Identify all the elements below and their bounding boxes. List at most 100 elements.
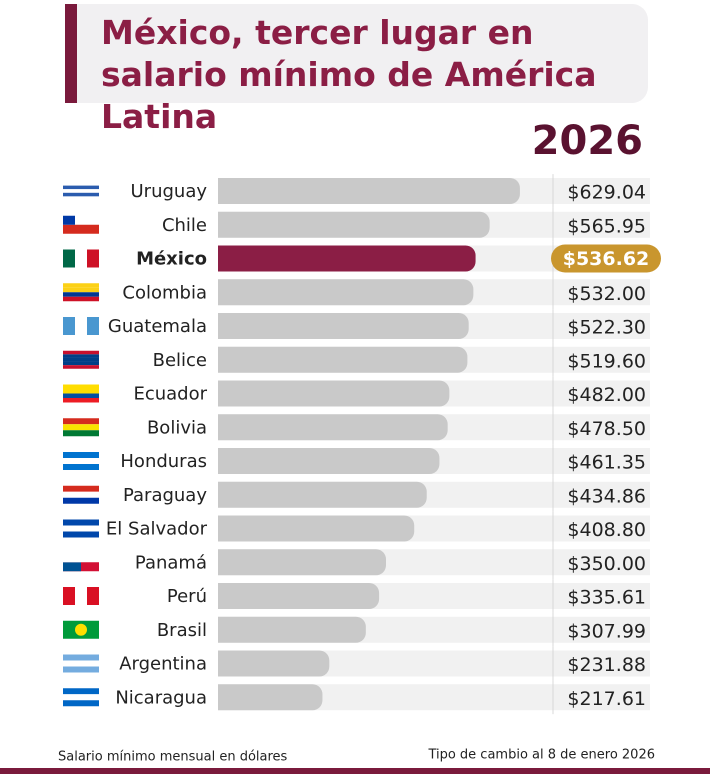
flag-stripe bbox=[63, 287, 99, 293]
category-label: Belice bbox=[153, 350, 207, 371]
flag-stripe bbox=[63, 531, 99, 538]
bar bbox=[218, 650, 330, 677]
flag-stripe bbox=[63, 365, 99, 369]
bar bbox=[218, 448, 440, 474]
value-label: $536.62 bbox=[563, 248, 650, 270]
bar bbox=[217, 481, 427, 508]
value-label: $231.88 bbox=[567, 654, 646, 676]
category-label: Argentina bbox=[119, 654, 207, 675]
flag-stripe bbox=[63, 350, 99, 355]
flag-disc bbox=[75, 623, 87, 636]
value-label: $335.61 bbox=[567, 587, 646, 609]
flag-stripe bbox=[63, 384, 99, 389]
bar bbox=[218, 346, 468, 373]
flag-stripe bbox=[63, 654, 99, 661]
value-label: $217.61 bbox=[567, 688, 646, 710]
flag-stripe bbox=[75, 317, 87, 335]
bar bbox=[218, 583, 380, 609]
flag-stripe bbox=[63, 666, 99, 673]
flag-stripe bbox=[63, 491, 99, 498]
flag-stripe bbox=[63, 185, 99, 190]
header: México, tercer lugar en salario mínimo d… bbox=[65, 4, 648, 136]
footer-line bbox=[0, 768, 710, 774]
category-label: Paraguay bbox=[123, 485, 207, 506]
bar bbox=[218, 245, 476, 272]
flag-stripe bbox=[63, 393, 99, 398]
value-label: $482.00 bbox=[567, 384, 646, 406]
flag-stripe bbox=[63, 700, 99, 707]
flag-stripe bbox=[63, 485, 99, 492]
value-label: $307.99 bbox=[567, 620, 646, 642]
category-label: Colombia bbox=[122, 282, 207, 303]
flag-stripe bbox=[63, 519, 99, 526]
chart-title: México, tercer lugar en salario mínimo d… bbox=[101, 13, 597, 136]
category-label: Perú bbox=[167, 586, 207, 607]
value-label: $565.95 bbox=[567, 215, 646, 237]
flag-stripe bbox=[63, 418, 99, 425]
category-label: El Salvador bbox=[106, 519, 208, 540]
flag-stripe bbox=[63, 587, 75, 605]
category-label: Panamá bbox=[135, 552, 207, 573]
value-label: $408.80 bbox=[567, 519, 646, 541]
category-label: Honduras bbox=[120, 451, 207, 472]
value-label: $461.35 bbox=[567, 452, 646, 474]
bar bbox=[217, 380, 450, 407]
bar bbox=[218, 414, 448, 441]
flag-stripe bbox=[63, 249, 75, 268]
flag-stripe bbox=[63, 196, 99, 200]
note: Salario mínimo mensual en dólares bbox=[58, 750, 288, 765]
value-label: $519.60 bbox=[567, 350, 646, 372]
flag-stripe bbox=[87, 317, 99, 335]
flag-canton bbox=[63, 215, 75, 225]
value-label: $350.00 bbox=[567, 553, 646, 575]
flag-quarter bbox=[63, 553, 81, 563]
category-label: Bolivia bbox=[147, 417, 207, 438]
flag-stripe bbox=[63, 464, 99, 470]
flag-stripe bbox=[75, 249, 87, 268]
bar bbox=[218, 178, 520, 204]
category-label: Uruguay bbox=[131, 181, 208, 202]
flag-stripe bbox=[87, 587, 99, 605]
bar bbox=[218, 684, 323, 711]
flag-stripe bbox=[63, 694, 99, 701]
category-label: México bbox=[136, 249, 207, 270]
flag-stripe bbox=[63, 357, 99, 362]
value-pill bbox=[551, 244, 661, 273]
flag-stripe bbox=[63, 525, 99, 532]
category-label: Chile bbox=[162, 215, 207, 236]
flag-stripe bbox=[63, 296, 99, 302]
flag-stripe bbox=[63, 424, 99, 431]
flag-quarter bbox=[63, 562, 81, 572]
bar bbox=[218, 549, 386, 576]
bar bbox=[217, 279, 474, 306]
value-label: $629.04 bbox=[567, 182, 646, 204]
flag-stripe bbox=[63, 458, 99, 464]
bar bbox=[217, 313, 469, 339]
category-label: Brasil bbox=[157, 620, 207, 641]
flag-stripe bbox=[63, 192, 99, 197]
flag-stripe bbox=[63, 430, 99, 437]
value-label: $522.30 bbox=[567, 317, 646, 339]
chart-subtitle: 2026 bbox=[532, 118, 643, 164]
flag-stripe bbox=[87, 249, 99, 268]
flag-stripe bbox=[63, 317, 75, 335]
flag-stripe bbox=[63, 224, 99, 234]
value-label: $434.86 bbox=[567, 485, 646, 507]
category-label: Guatemala bbox=[108, 316, 207, 337]
flag-stripe bbox=[63, 354, 99, 358]
flag-stripe bbox=[63, 283, 99, 288]
category-label: Ecuador bbox=[133, 384, 207, 405]
bar bbox=[218, 211, 490, 238]
value-label: $478.50 bbox=[567, 418, 646, 440]
flag-stripe bbox=[63, 361, 99, 366]
note: Tipo de cambio al 8 de enero 2026 bbox=[427, 748, 655, 763]
value-label: $532.00 bbox=[567, 283, 646, 305]
flag-stripe bbox=[63, 215, 99, 225]
bar bbox=[218, 616, 366, 643]
flag-stripe bbox=[63, 688, 99, 695]
flag-stripe bbox=[63, 660, 99, 667]
accent-bar bbox=[65, 4, 77, 103]
flag-stripe bbox=[63, 292, 99, 297]
